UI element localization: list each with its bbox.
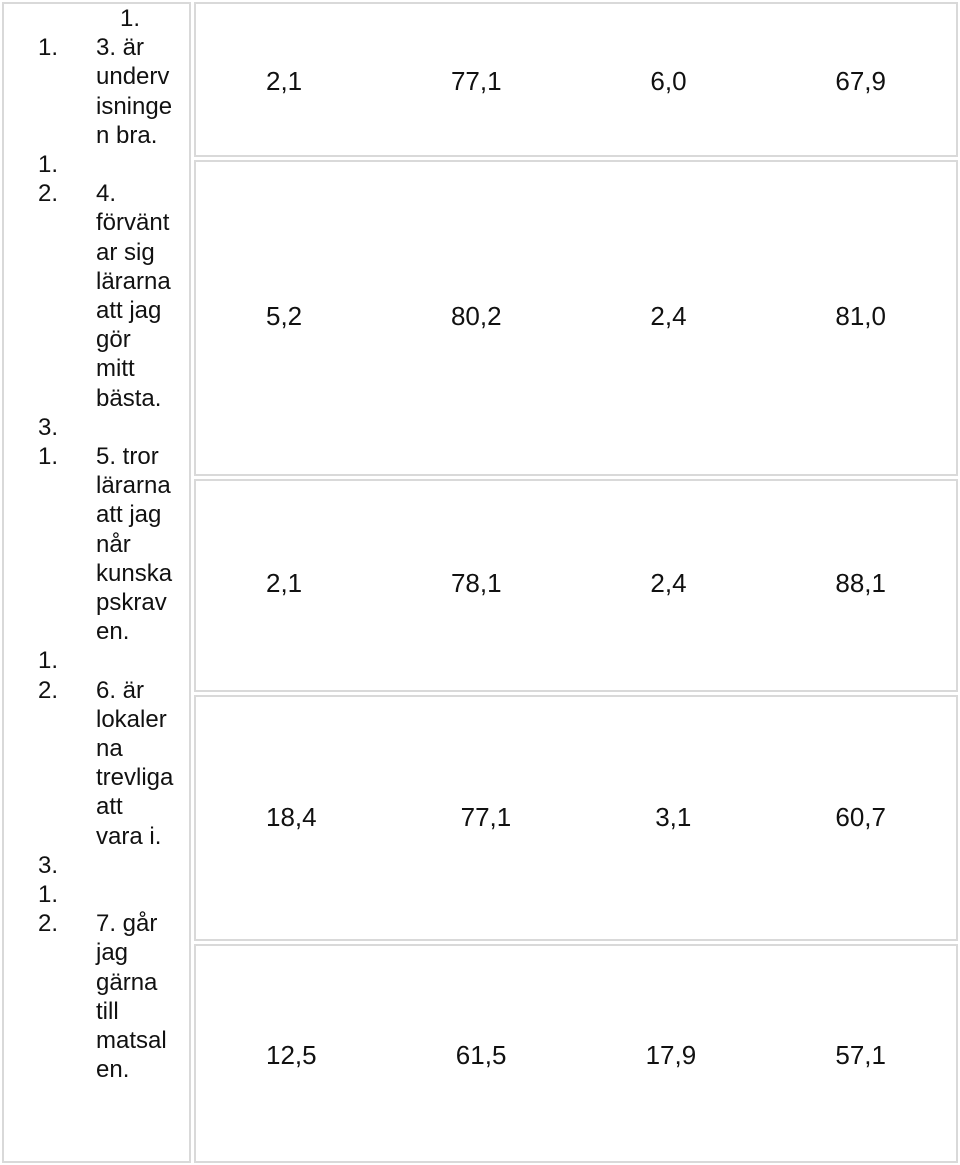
- value-cell: 5,2: [266, 301, 303, 331]
- question-text-line: 5. tror: [96, 443, 159, 470]
- value-cell: 2,4: [650, 568, 687, 598]
- list-number: 3.: [38, 413, 59, 441]
- value-cell: 67,9: [835, 66, 886, 96]
- value-cell: 80,2: [450, 301, 502, 331]
- question-text-line: gärna: [96, 968, 158, 996]
- value-cell: 12,5: [266, 1040, 317, 1070]
- table-row: 18,4 77,1 3,1 60,7: [196, 802, 956, 833]
- question-text-line: trevliga: [96, 764, 174, 792]
- question-text-line: gör: [96, 326, 131, 354]
- question-text-line: kunska: [96, 559, 173, 587]
- list-number: 1.: [38, 443, 59, 470]
- question-column-cell: [2, 2, 191, 1163]
- value-cell: 77,1: [460, 802, 512, 832]
- value-cell: 88,1: [835, 568, 886, 598]
- question-text-line: na: [96, 735, 123, 762]
- list-number: 1.: [120, 5, 141, 32]
- value-cell: 3,1: [655, 802, 692, 832]
- question-text-line: lärarna: [96, 267, 171, 295]
- table-row: 2,1 78,1 2,4 88,1: [196, 568, 956, 599]
- list-number: 2.: [38, 676, 59, 704]
- question-text-line: att: [96, 793, 123, 821]
- list-number: 2.: [38, 180, 59, 208]
- question-text-line: matsal: [96, 1027, 167, 1054]
- table-row-5-cell: [194, 944, 958, 1163]
- question-text-line: underv: [96, 63, 170, 91]
- list-number: 1.: [38, 151, 59, 178]
- question-text-line: lokaler: [96, 705, 167, 733]
- value-cell: 78,1: [450, 568, 502, 598]
- value-cell: 57,1: [835, 1040, 886, 1070]
- value-cell: 60,7: [835, 802, 886, 832]
- list-number: 3.: [38, 851, 59, 879]
- question-text-line: vara i.: [96, 822, 162, 850]
- question-text-line: 3. är: [96, 34, 145, 62]
- question-text-line: når: [96, 530, 131, 558]
- question-text-line: lärarna: [96, 472, 171, 500]
- table-row: 5,2 80,2 2,4 81,0: [196, 301, 956, 332]
- list-number: 1.: [38, 881, 59, 908]
- value-cell: 81,0: [835, 301, 886, 331]
- question-text-line: att jag: [96, 501, 162, 529]
- table-row: 12,5 61,5 17,9 57,1: [196, 1040, 956, 1071]
- value-cell: 2,1: [266, 568, 303, 598]
- value-cell: 77,1: [450, 66, 502, 96]
- table-row-2-cell: [194, 160, 958, 476]
- question-text-line: 6. är: [96, 676, 145, 704]
- table-row-4-cell: [194, 695, 958, 941]
- list-number: 1.: [38, 647, 59, 675]
- value-cell: 18,4: [266, 802, 317, 832]
- question-text-line: bästa.: [96, 384, 162, 412]
- question-text-line: att jag: [96, 297, 162, 324]
- question-text-line: isninge: [96, 92, 173, 120]
- list-number: 1.: [38, 34, 59, 62]
- question-text-line: pskrav: [96, 589, 167, 616]
- question-text-line: förvänt: [96, 209, 170, 237]
- question-text-line: en.: [96, 618, 130, 646]
- question-text-line: 4.: [96, 180, 117, 208]
- value-cell: 6,0: [650, 66, 687, 96]
- table-row: 2,1 77,1 6,0 67,9: [196, 66, 956, 97]
- question-text-line: n bra.: [96, 121, 158, 149]
- value-cell: 2,4: [650, 301, 687, 331]
- value-cell: 2,1: [266, 66, 303, 96]
- question-text-line: ar sig: [96, 238, 155, 266]
- question-text-line: 7. går: [96, 910, 158, 938]
- table-row-3-cell: [194, 479, 958, 692]
- value-cell: 17,9: [645, 1040, 697, 1070]
- value-cell: 61,5: [455, 1040, 507, 1070]
- question-text-line: mitt: [96, 355, 135, 383]
- list-number: 2.: [38, 910, 59, 938]
- question-text-line: till: [96, 997, 119, 1025]
- question-text-line: en.: [96, 1056, 130, 1084]
- question-text-line: jag: [96, 939, 129, 967]
- table-row-1-cell: [194, 2, 958, 157]
